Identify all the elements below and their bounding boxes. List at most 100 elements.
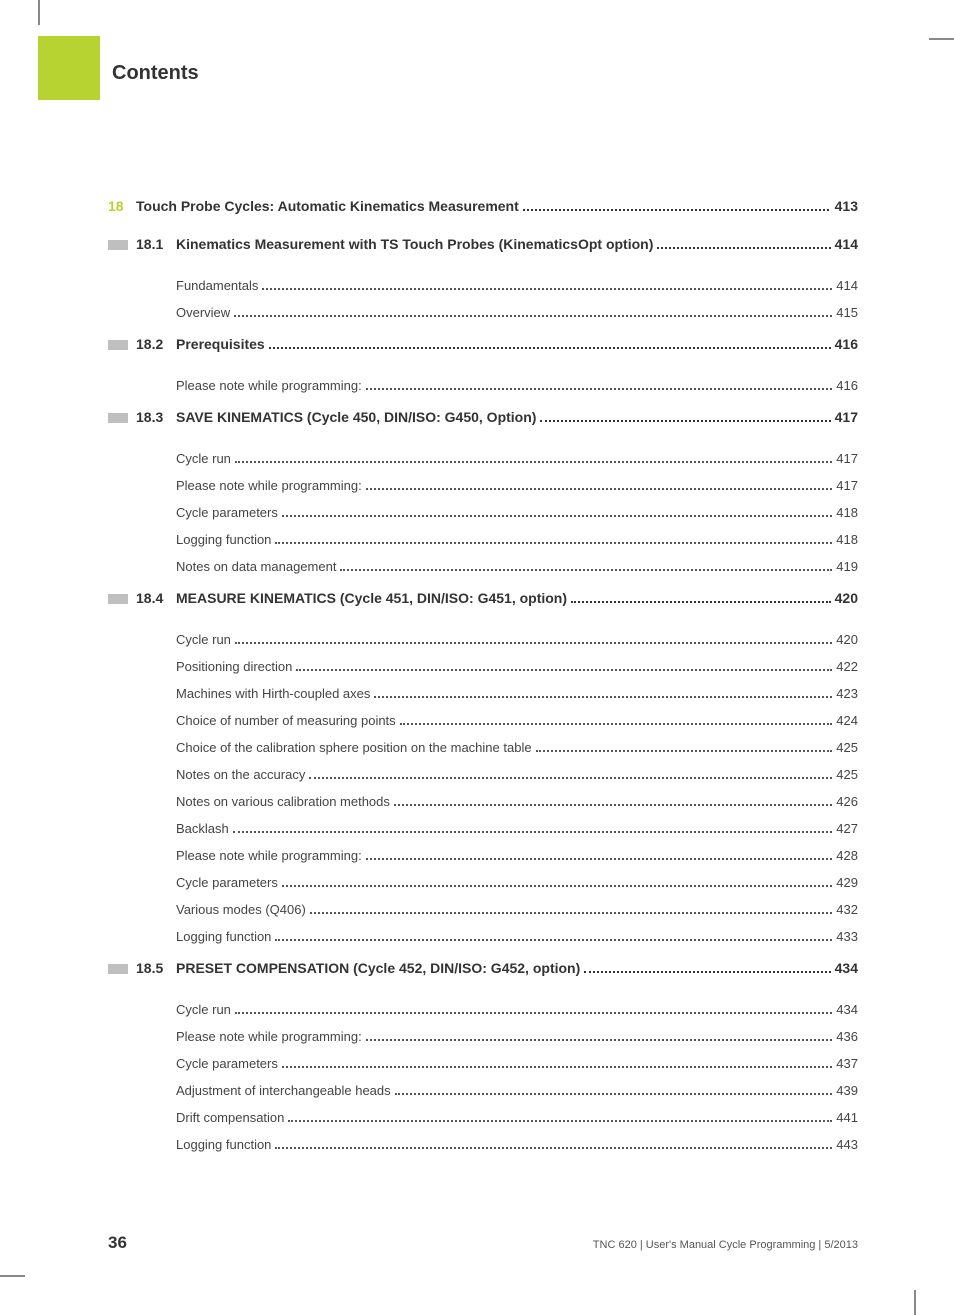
subsection-page: 424	[836, 713, 858, 728]
subsection-row: Choice of number of measuring points 424	[176, 707, 858, 734]
leader-dots	[235, 642, 832, 644]
subsection-title: Notes on the accuracy	[176, 767, 305, 782]
subsection-row: Logging function443	[176, 1131, 858, 1158]
leader-dots	[394, 804, 832, 806]
subsection-page: 423	[836, 686, 858, 701]
subsection-row: Machines with Hirth-coupled axes 423	[176, 680, 858, 707]
subsection-title: Overview	[176, 305, 230, 320]
subsection-page: 434	[836, 1002, 858, 1017]
subsection-page: 428	[836, 848, 858, 863]
chapter-title: Touch Probe Cycles: Automatic Kinematics…	[136, 198, 519, 214]
subsection-title: Various modes (Q406)	[176, 902, 306, 917]
leader-dots	[374, 696, 832, 698]
subsection-title: Positioning direction	[176, 659, 292, 674]
section-row: 18.2Prerequisites 416	[108, 336, 858, 352]
section-row: 18.5PRESET COMPENSATION (Cycle 452, DIN/…	[108, 960, 858, 976]
subsection-block: Please note while programming:416	[176, 372, 858, 399]
subsection-page: 432	[836, 902, 858, 917]
subsection-title: Backlash	[176, 821, 229, 836]
subsection-row: Positioning direction 422	[176, 653, 858, 680]
subsection-row: Please note while programming: 428	[176, 842, 858, 869]
subsection-page: 414	[836, 278, 858, 293]
chapter-row: 18 Touch Probe Cycles: Automatic Kinemat…	[108, 198, 858, 214]
subsection-page: 437	[836, 1056, 858, 1071]
leader-dots	[395, 1093, 833, 1095]
subsection-page: 436	[836, 1029, 858, 1044]
subsection-title: Choice of number of measuring points	[176, 713, 396, 728]
section-marker	[108, 413, 128, 423]
subsection-title: Please note while programming:	[176, 378, 362, 393]
subsection-row: Logging function433	[176, 923, 858, 950]
leader-dots	[275, 939, 832, 941]
leader-dots	[282, 515, 832, 517]
leader-dots	[275, 1147, 832, 1149]
subsection-row: Cycle run 420	[176, 626, 858, 653]
subsection-row: Choice of the calibration sphere positio…	[176, 734, 858, 761]
subsection-row: Notes on the accuracy425	[176, 761, 858, 788]
subsection-page: 433	[836, 929, 858, 944]
subsection-title: Notes on data management	[176, 559, 336, 574]
subsection-page: 418	[836, 505, 858, 520]
section-page: 417	[835, 409, 858, 425]
subsection-title: Cycle parameters	[176, 505, 278, 520]
section-title: PRESET COMPENSATION (Cycle 452, DIN/ISO:…	[176, 960, 580, 976]
crop-mark	[0, 1275, 25, 1277]
subsection-page: 426	[836, 794, 858, 809]
subsection-title: Logging function	[176, 1137, 271, 1152]
subsection-block: Cycle run 420 Positioning direction 422 Mach…	[176, 626, 858, 950]
footer: 36 TNC 620 | User's Manual Cycle Program…	[108, 1233, 858, 1253]
leader-dots	[400, 723, 833, 725]
subsection-block: Cycle run 434 Please note while programmin…	[176, 996, 858, 1158]
subsection-title: Choice of the calibration sphere positio…	[176, 740, 532, 755]
leader-dots	[536, 750, 833, 752]
section-title: SAVE KINEMATICS (Cycle 450, DIN/ISO: G45…	[176, 409, 536, 425]
subsection-title: Drift compensation	[176, 1110, 284, 1125]
crop-mark	[914, 1290, 916, 1315]
subsection-page: 415	[836, 305, 858, 320]
leader-dots	[366, 488, 833, 490]
subsection-row: Drift compensation 441	[176, 1104, 858, 1131]
leader-dots	[269, 347, 831, 349]
subsection-page: 427	[836, 821, 858, 836]
section-marker	[108, 240, 128, 250]
subsection-block: Cycle run417Please note while programmin…	[176, 445, 858, 580]
leader-dots	[275, 542, 832, 544]
subsection-title: Logging function	[176, 532, 271, 547]
subsection-row: Backlash 427	[176, 815, 858, 842]
section-page: 434	[835, 960, 858, 976]
subsection-page: 441	[836, 1110, 858, 1125]
subsection-title: Cycle run	[176, 632, 231, 647]
chapter-page: 413	[835, 198, 858, 214]
leader-dots	[523, 209, 829, 211]
subsection-row: Cycle parameters437	[176, 1050, 858, 1077]
leader-dots	[234, 315, 832, 317]
subsection-page: 419	[836, 559, 858, 574]
leader-dots	[584, 971, 830, 973]
subsection-row: Logging function418	[176, 526, 858, 553]
section-row: 18.3SAVE KINEMATICS (Cycle 450, DIN/ISO:…	[108, 409, 858, 425]
subsection-title: Machines with Hirth-coupled axes	[176, 686, 370, 701]
leader-dots	[233, 831, 833, 833]
subsection-page: 420	[836, 632, 858, 647]
subsection-title: Cycle run	[176, 1002, 231, 1017]
subsection-page: 422	[836, 659, 858, 674]
subsection-row: Overview 415	[176, 299, 858, 326]
leader-dots	[366, 388, 833, 390]
section-page: 414	[835, 236, 858, 252]
crop-mark	[929, 38, 954, 40]
section-page: 420	[835, 590, 858, 606]
subsection-title: Adjustment of interchangeable heads	[176, 1083, 391, 1098]
subsection-title: Please note while programming:	[176, 848, 362, 863]
section-marker	[108, 594, 128, 604]
leader-dots	[657, 247, 830, 249]
subsection-page: 417	[836, 451, 858, 466]
leader-dots	[296, 669, 832, 671]
subsection-row: Adjustment of interchangeable heads439	[176, 1077, 858, 1104]
subsection-row: Cycle run417	[176, 445, 858, 472]
subsection-row: Please note while programming:436	[176, 1023, 858, 1050]
section-marker	[108, 964, 128, 974]
section-page: 416	[835, 336, 858, 352]
accent-box	[38, 36, 100, 100]
leader-dots	[540, 420, 830, 422]
leader-dots	[235, 461, 832, 463]
